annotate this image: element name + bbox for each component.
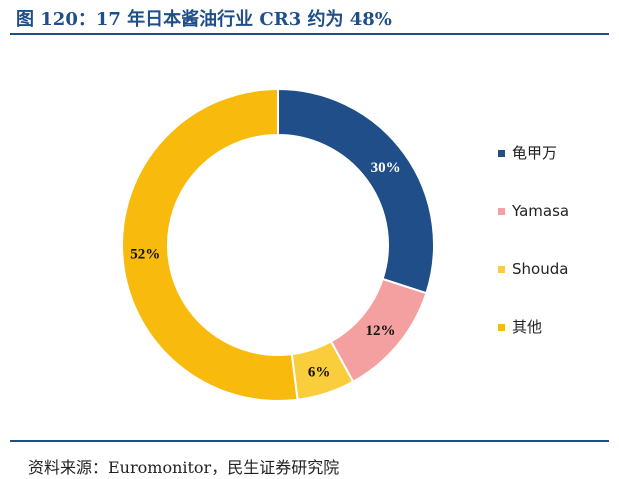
legend-swatch-3 xyxy=(498,266,505,273)
source-note: 资料来源：Euromonitor，民生证券研究院 xyxy=(28,458,340,477)
donut-chart: 30% 12% 6% 52% 龟甲万 Yamasa Shouda 其他 xyxy=(0,35,619,435)
donut-slice-1 xyxy=(277,87,435,295)
data-label-1: 30% xyxy=(371,160,401,176)
data-label-2: 12% xyxy=(365,323,395,339)
legend-label-4: 其他 xyxy=(512,318,542,336)
data-label-3: 6% xyxy=(308,364,331,380)
legend-swatch-1 xyxy=(498,150,505,157)
donut-slice-4 xyxy=(121,87,299,402)
title-bar: 图 120：17 年日本酱油行业 CR3 约为 48% xyxy=(10,0,609,35)
data-label-4: 52% xyxy=(130,246,160,262)
legend-label-1: 龟甲万 xyxy=(512,144,557,162)
legend-swatch-4 xyxy=(498,324,505,331)
chart-title: 图 120：17 年日本酱油行业 CR3 约为 48% xyxy=(16,9,392,30)
legend-label-2: Yamasa xyxy=(511,202,569,220)
footer-divider xyxy=(10,440,609,442)
legend-swatch-2 xyxy=(498,208,505,215)
chart-svg: 30% 12% 6% 52% 龟甲万 Yamasa Shouda 其他 xyxy=(121,87,569,402)
legend-label-3: Shouda xyxy=(512,260,568,278)
